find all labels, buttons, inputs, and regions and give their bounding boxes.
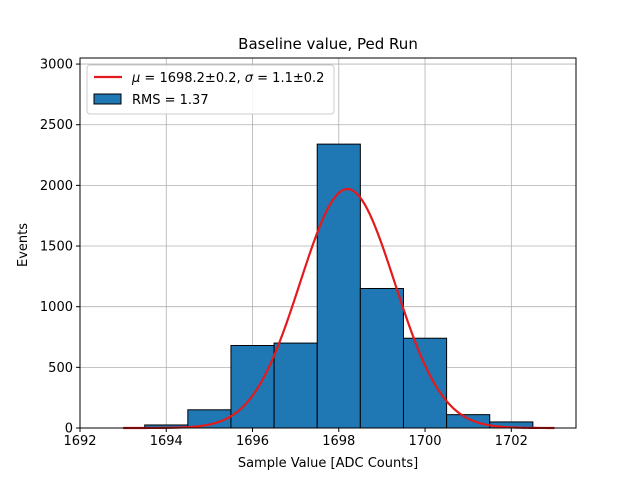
legend-hist-swatch (93, 93, 122, 105)
axis-ticks: 1692 1694 1696 1698 1700 1702 0 500 1000 1500 2000… (40, 58, 528, 449)
x-tick-label: 1696 (236, 434, 269, 449)
legend-box (86, 64, 335, 115)
histogram-bar (316, 143, 361, 429)
gaussian-fit (123, 187, 555, 430)
y-tick-label: 1500 (40, 240, 73, 255)
x-tick-label: 1698 (322, 434, 355, 449)
x-tick-label: 1700 (408, 434, 441, 449)
chart-title: Baseline value, Ped Run (238, 35, 418, 53)
histogram-bar (359, 287, 404, 429)
histogram-bar (230, 345, 275, 429)
legend: μ = 1698.2±0.2, σ = 1.1±0.2 RMS = 1.37 (86, 64, 335, 115)
legend-fit-label: μ = 1698.2±0.2, σ = 1.1±0.2 (131, 71, 324, 86)
x-tick-label: 1702 (495, 434, 528, 449)
histogram-bar (446, 414, 491, 429)
histogram-bar (402, 337, 448, 429)
y-tick-label: 3000 (40, 58, 73, 73)
legend-sigma-text: = 1.1±0.2 (253, 71, 324, 86)
fit-curve (123, 187, 555, 430)
y-axis-label: Events (16, 223, 31, 267)
y-tick-label: 2000 (40, 179, 73, 194)
histogram-bar (273, 342, 318, 429)
x-tick-label: 1692 (63, 434, 96, 449)
y-tick-label: 1000 (40, 300, 73, 315)
y-tick-label: 0 (65, 422, 73, 437)
grid (79, 58, 576, 429)
histogram-bars (144, 143, 534, 429)
legend-sigma-symbol: σ (245, 71, 254, 86)
x-tick-label: 1694 (150, 434, 183, 449)
legend-mu-text: = 1698.2±0.2, (140, 71, 244, 86)
legend-mu-symbol: μ (131, 71, 140, 86)
y-tick-label: 2500 (40, 118, 73, 133)
x-axis-label: Sample Value [ADC Counts] (238, 456, 418, 471)
legend-hist-label: RMS = 1.37 (132, 93, 209, 108)
plot-frame (79, 57, 577, 429)
y-tick-label: 500 (48, 361, 73, 376)
